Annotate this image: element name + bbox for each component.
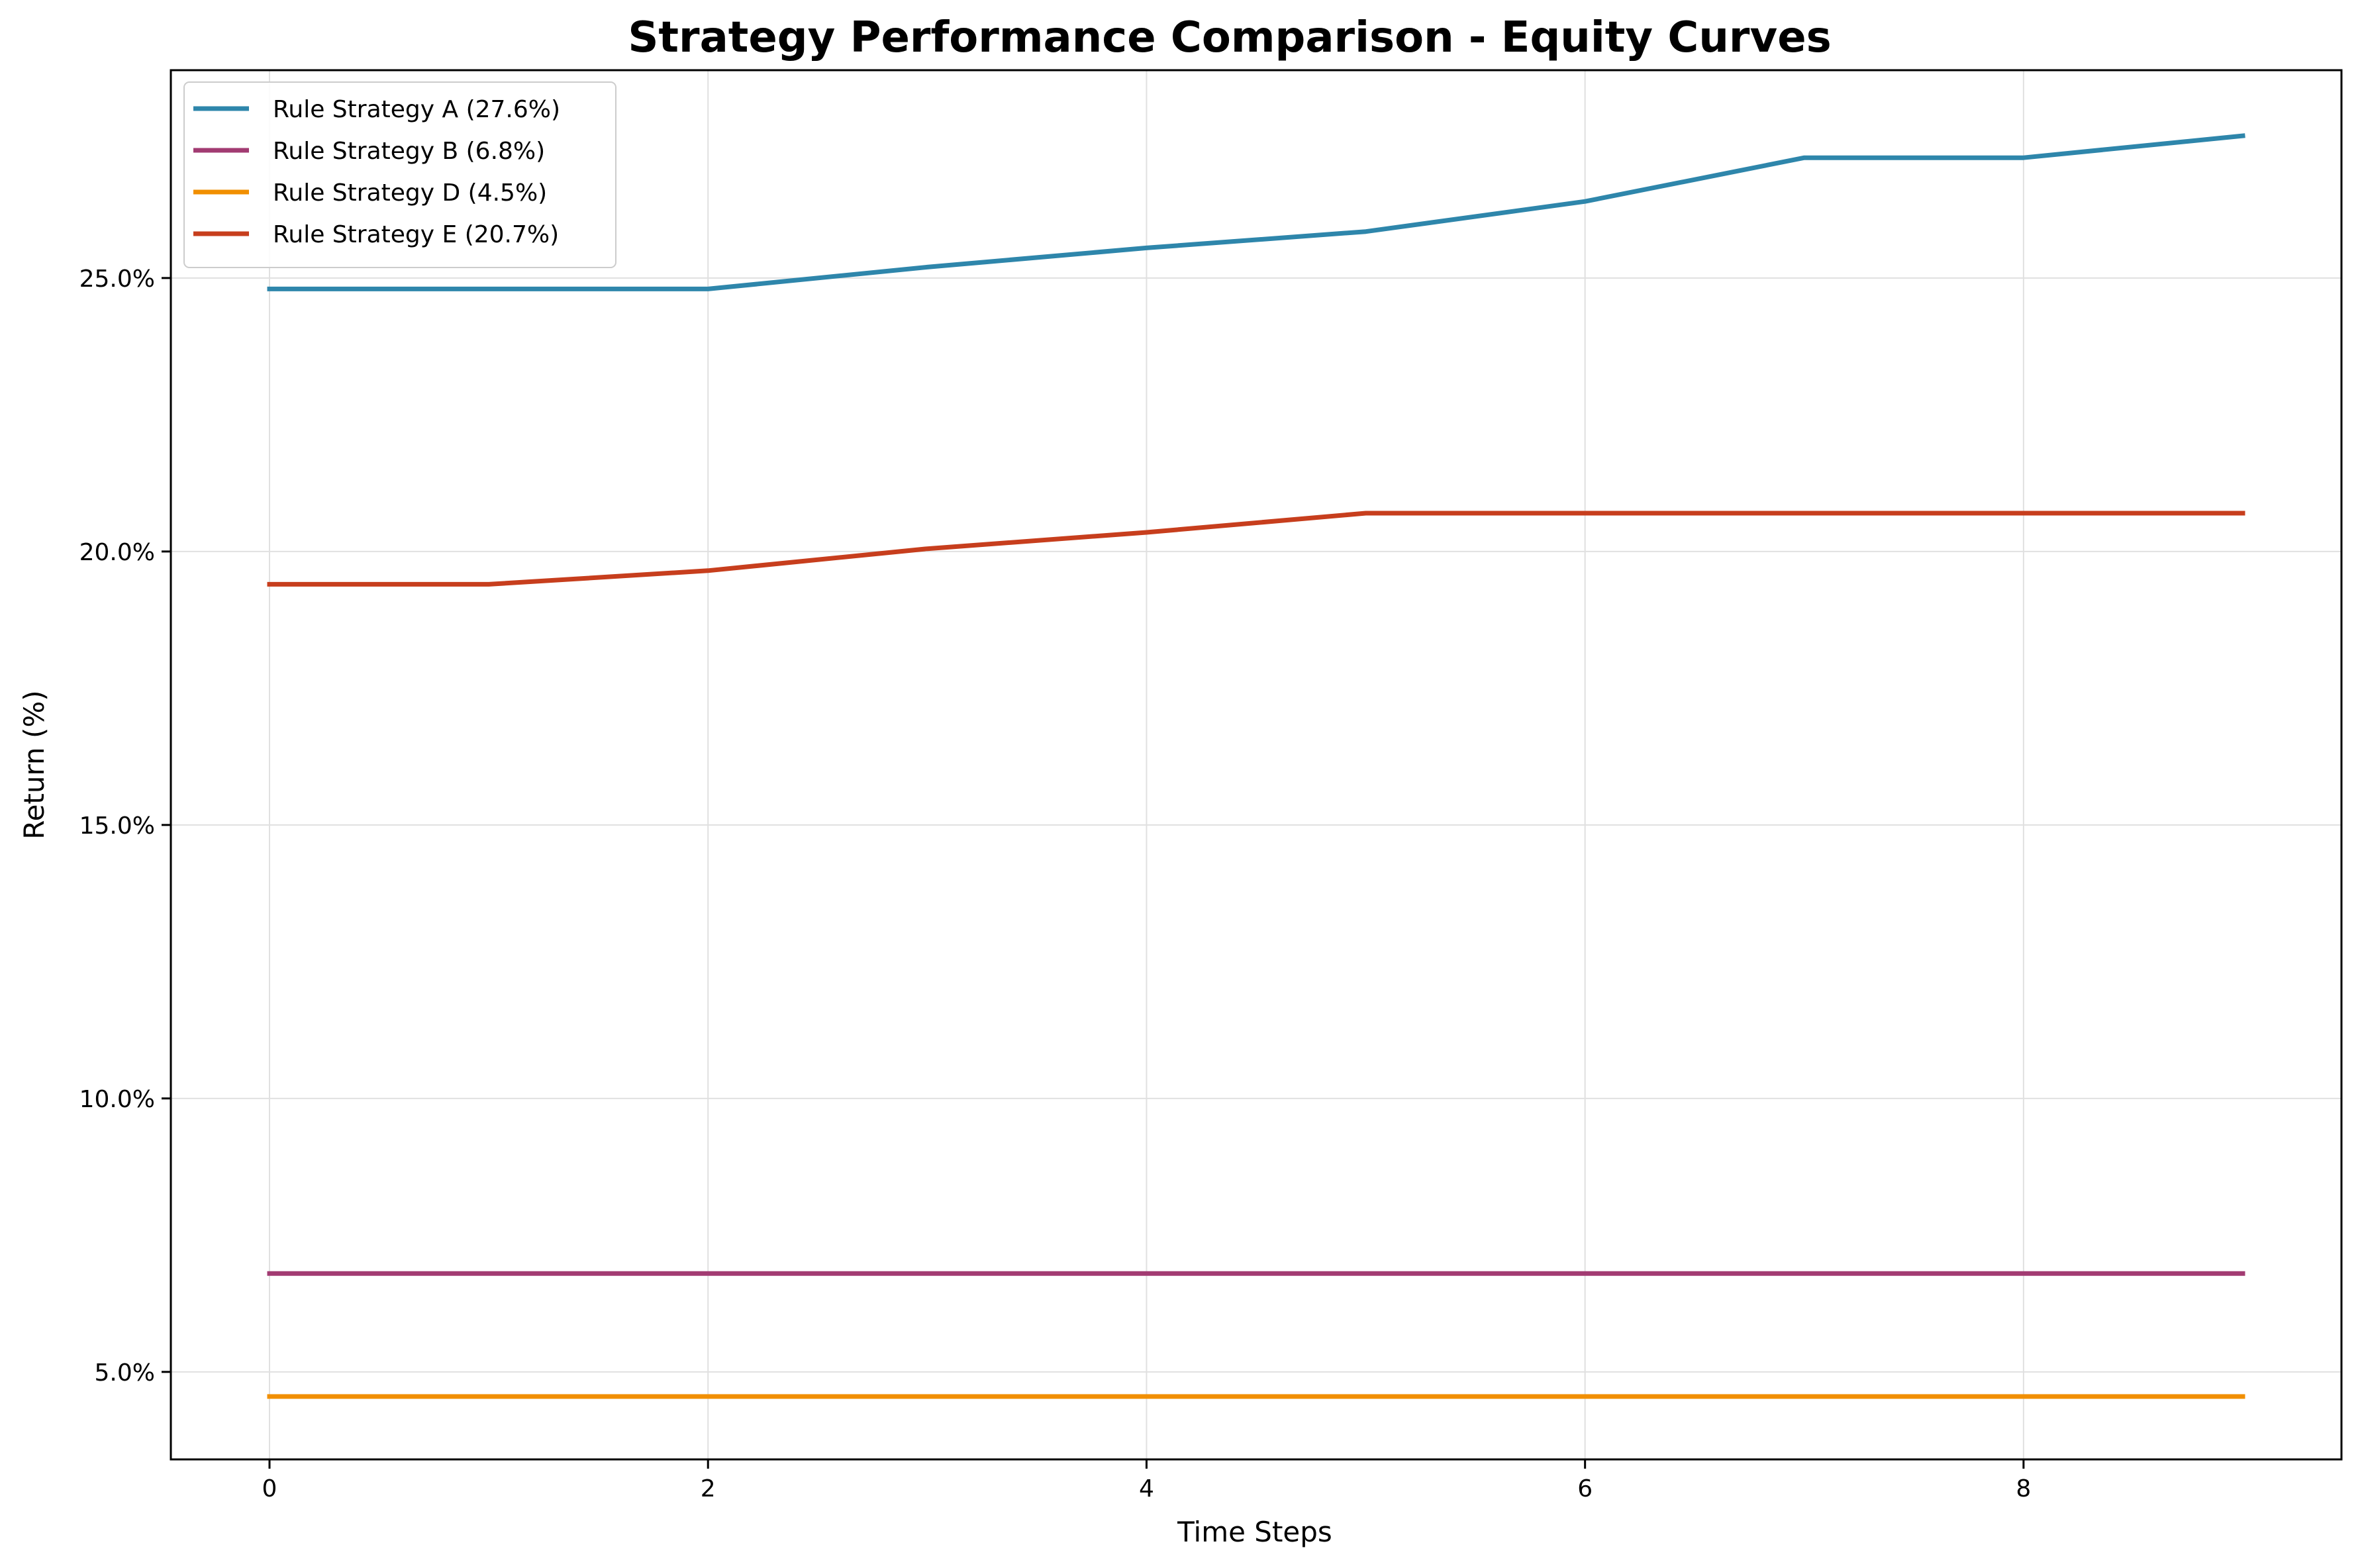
x-tick-label: 2 bbox=[701, 1475, 716, 1502]
x-tick-label: 8 bbox=[2016, 1475, 2031, 1502]
chart-title: Strategy Performance Comparison - Equity… bbox=[628, 13, 1831, 62]
axis-ticks: 0 2 4 6 8 5.0% 10.0% 15.0% 20.0% 25.0% bbox=[79, 266, 2032, 1502]
x-tick-label: 6 bbox=[1577, 1475, 1593, 1502]
y-tick-label: 25.0% bbox=[79, 266, 155, 293]
legend-entry-label: Rule Strategy A (27.6%) bbox=[273, 96, 560, 123]
legend-entry-label: Rule Strategy D (4.5%) bbox=[273, 179, 547, 207]
y-tick-label: 5.0% bbox=[95, 1359, 155, 1387]
plot-frame bbox=[170, 69, 2343, 1461]
x-axis-label: Time Steps bbox=[1177, 1516, 1332, 1548]
legend-entry-label: Rule Strategy B (6.8%) bbox=[273, 138, 545, 165]
series-line-0 bbox=[267, 133, 2245, 291]
grid-lines bbox=[171, 70, 2341, 1459]
y-tick-label: 20.0% bbox=[79, 539, 155, 566]
series-line-3 bbox=[267, 511, 2245, 587]
legend: Rule Strategy A (27.6%) Rule Strategy B (… bbox=[183, 81, 616, 268]
legend-entry-label: Rule Strategy E (20.7%) bbox=[273, 221, 559, 248]
x-tick-label: 0 bbox=[262, 1475, 277, 1502]
series-lines bbox=[267, 133, 2245, 1399]
y-tick-label: 15.0% bbox=[79, 812, 155, 840]
y-tick-label: 10.0% bbox=[79, 1086, 155, 1113]
y-axis-label: Return (%) bbox=[18, 690, 50, 839]
x-tick-label: 4 bbox=[1139, 1475, 1154, 1502]
legend-box bbox=[183, 81, 616, 268]
